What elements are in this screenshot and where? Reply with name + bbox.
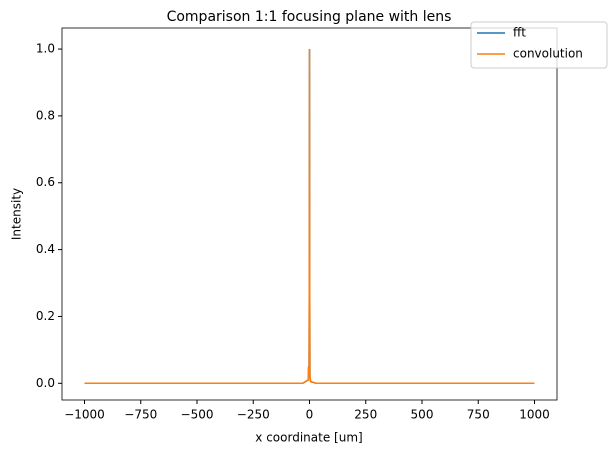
x-tick-label: −1000 — [64, 408, 105, 422]
y-tick-label: 0.2 — [36, 309, 55, 323]
y-tick-label: 1.0 — [36, 42, 55, 56]
chart-title: Comparison 1:1 focusing plane with lens — [167, 9, 452, 25]
y-tick-label: 0.8 — [36, 108, 55, 122]
y-axis-label: Intensity — [10, 188, 24, 240]
legend-label: fft — [513, 26, 526, 40]
x-tick-label: −250 — [237, 408, 270, 422]
x-tick-label: −750 — [124, 408, 157, 422]
y-tick-label: 0.0 — [36, 376, 55, 390]
x-axis-label: x coordinate [um] — [255, 431, 362, 445]
x-tick-label: 1000 — [519, 408, 550, 422]
x-tick-label: 750 — [467, 408, 490, 422]
legend-label: convolution — [513, 47, 583, 61]
line — [84, 49, 535, 385]
y-tick-label: 0.4 — [36, 242, 55, 256]
x-tick-label: 0 — [306, 408, 314, 422]
x-tick-label: −500 — [181, 408, 214, 422]
x-tick-label: 500 — [411, 408, 434, 422]
axes-frame — [61, 27, 558, 401]
y-tick-label: 0.6 — [36, 175, 55, 189]
x-tick-label: 250 — [354, 408, 377, 422]
legend — [470, 21, 608, 69]
